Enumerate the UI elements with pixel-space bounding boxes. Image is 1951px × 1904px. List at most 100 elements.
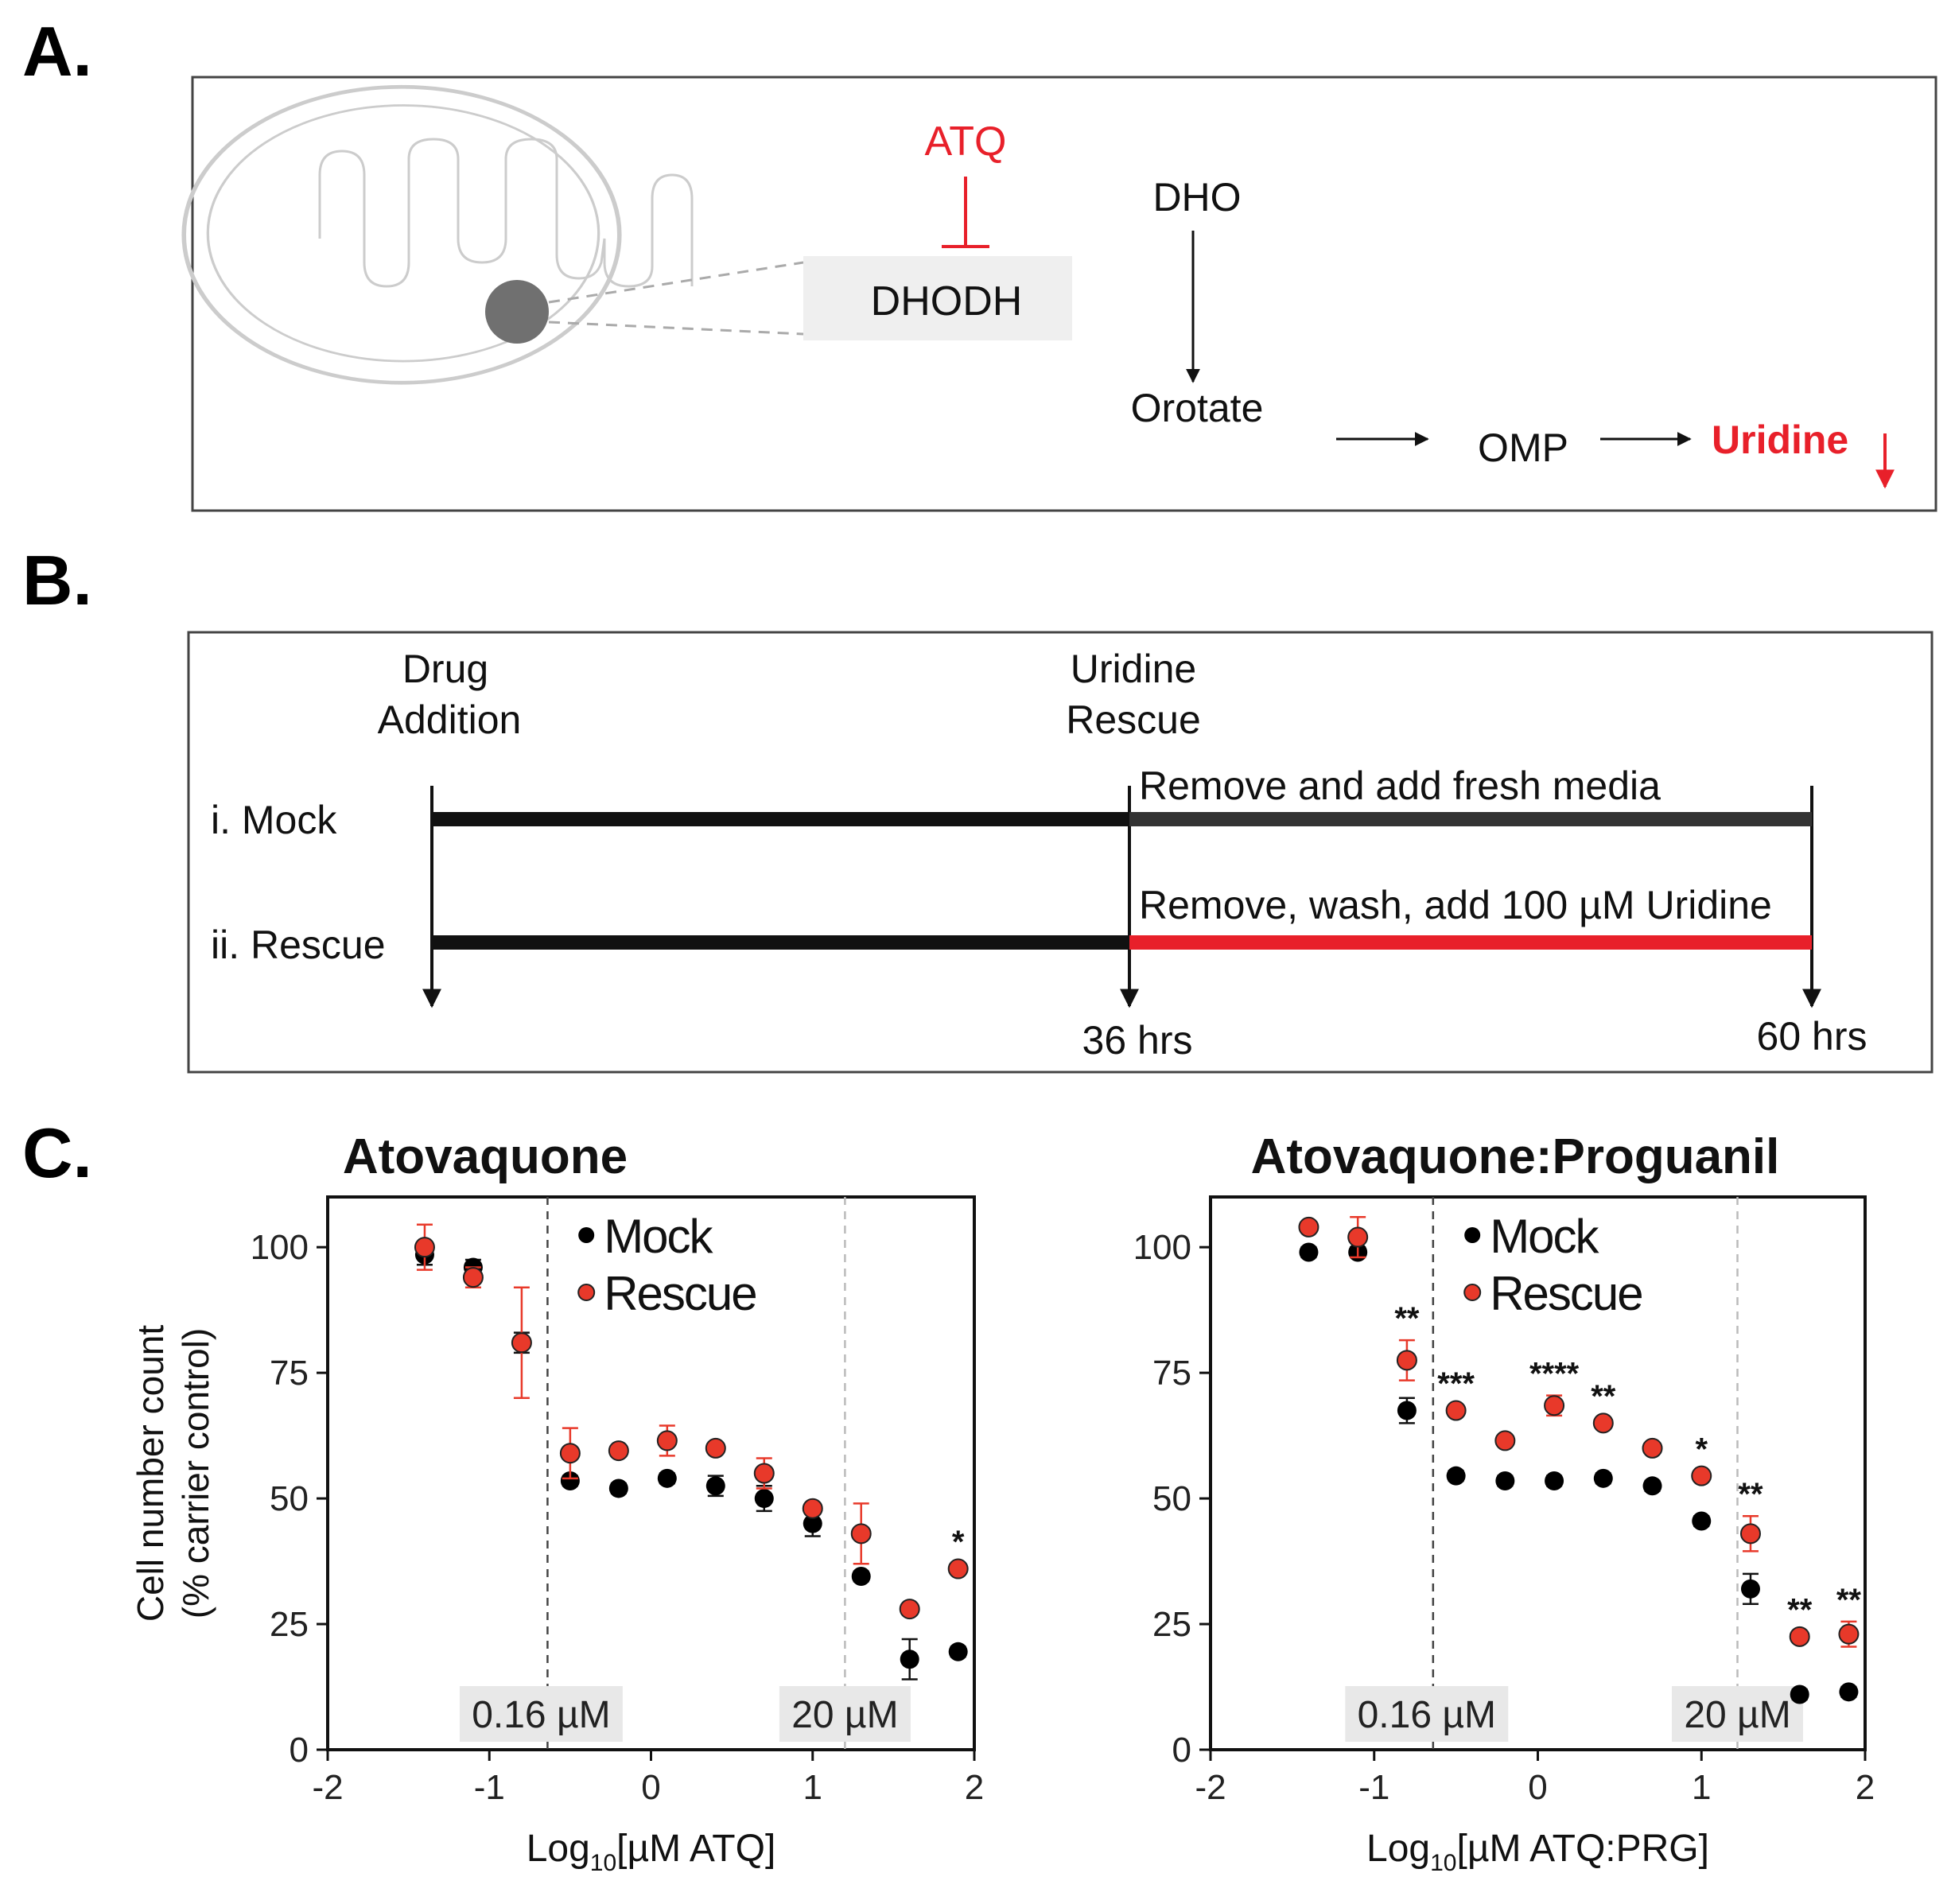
mitochondrion-icon <box>181 84 804 385</box>
rescue-point <box>753 1463 775 1484</box>
mock-point <box>1593 1468 1613 1488</box>
mock-point <box>1495 1471 1515 1490</box>
rescue-point <box>1592 1412 1614 1434</box>
x-tick-label: -2 <box>1195 1768 1226 1807</box>
time-60-label: 60 hrs <box>1757 1014 1867 1059</box>
rescue-point <box>1544 1395 1565 1416</box>
mock-point <box>1740 1579 1760 1599</box>
atq-label: ATQ <box>924 119 1006 165</box>
x-axis-label-suffix: [µM ATQ] <box>616 1828 775 1870</box>
x-tick-label: -1 <box>474 1768 505 1807</box>
chart-title: Atovaquone:Proguanil <box>1251 1129 1780 1184</box>
x-axis-label-subscript: 10 <box>590 1850 616 1876</box>
rescue-point <box>1691 1465 1712 1486</box>
mock-point <box>1545 1471 1564 1490</box>
mock-row-label: i. Mock <box>211 798 337 842</box>
rescue-point <box>1347 1226 1369 1248</box>
mock-point <box>1692 1511 1712 1531</box>
significance-marker: ** <box>1591 1379 1616 1414</box>
concentration-label: 20 µM <box>1684 1694 1790 1736</box>
rescue-point <box>608 1440 629 1462</box>
y-tick-label: 100 <box>1133 1228 1191 1267</box>
dhodh-box <box>803 256 1072 340</box>
mock-point <box>705 1476 725 1496</box>
panel-a: DHODH ATQ DHO Orotate OMP Uridine <box>181 76 1937 512</box>
rescue-point <box>1642 1437 1663 1459</box>
chart-atovaquone-proguanil: Atovaquone:Proguanil 0.16 µM 20 µM -2 -1 0 1 2 0… <box>1133 1129 1875 1876</box>
dho-label: DHO <box>1152 175 1241 220</box>
y-tick-label: 25 <box>270 1605 309 1644</box>
cristae <box>318 138 694 288</box>
dhodh-location-dot <box>485 280 549 344</box>
mock-point <box>900 1649 919 1669</box>
mock-point <box>608 1479 628 1498</box>
dhodh-label: DHODH <box>871 278 1023 324</box>
uridine-rescue-line1: Uridine <box>1071 647 1196 691</box>
legend-mock-label: Mock <box>1490 1210 1599 1263</box>
x-axis-label-subscript: 10 <box>1430 1850 1456 1876</box>
mock-point <box>657 1468 677 1488</box>
panel-b: Drug Addition Uridine Rescue i. Mock ii.… <box>187 631 1934 1074</box>
mock-point <box>1446 1466 1466 1486</box>
concentration-label: 20 µM <box>791 1694 898 1736</box>
y-tick-label: 75 <box>270 1354 309 1393</box>
mock-point <box>1397 1401 1417 1420</box>
mock-point <box>948 1642 968 1661</box>
drug-addition-line1: Drug <box>402 647 488 691</box>
y-tick-label: 50 <box>270 1479 309 1518</box>
legend-rescue-label: Rescue <box>1490 1267 1642 1320</box>
orotate-label: Orotate <box>1131 386 1264 430</box>
x-tick-label: 0 <box>1528 1768 1547 1807</box>
panel-a-frame <box>191 76 1937 512</box>
rescue-point <box>511 1332 532 1354</box>
concentration-label: 0.16 µM <box>472 1694 610 1736</box>
time-36-label: 36 hrs <box>1082 1018 1193 1063</box>
y-axis-label-line1: Cell number count <box>130 1325 171 1622</box>
panel-b-frame <box>187 631 1934 1074</box>
x-tick-label: -1 <box>1358 1768 1389 1807</box>
rescue-point <box>850 1523 872 1545</box>
concentration-label: 0.16 µM <box>1358 1694 1496 1736</box>
omp-label: OMP <box>1478 425 1568 470</box>
rescue-point <box>899 1599 920 1620</box>
rescue-point <box>802 1498 823 1519</box>
legend-rescue-label: Rescue <box>604 1267 756 1320</box>
x-tick-label: 0 <box>641 1768 660 1807</box>
mock-point <box>1790 1684 1809 1704</box>
mock-point <box>1839 1682 1859 1702</box>
y-tick-label: 25 <box>1152 1605 1191 1644</box>
concentration-label-box <box>1672 1686 1804 1742</box>
x-axis-label-prefix: Log <box>527 1828 590 1870</box>
mock-point <box>803 1513 822 1533</box>
uridine-label: Uridine <box>1712 418 1848 462</box>
significance-marker: *** <box>1437 1366 1475 1401</box>
rescue-point <box>1445 1400 1467 1421</box>
panel-label-a: A. <box>22 12 92 91</box>
legend-mock-marker <box>1464 1227 1481 1243</box>
mock-point <box>560 1471 580 1490</box>
concentration-label-box <box>1345 1686 1509 1742</box>
x-axis-label-prefix: Log <box>1366 1828 1430 1870</box>
y-tick-label: 75 <box>1152 1354 1191 1393</box>
significance-marker: * <box>952 1525 965 1560</box>
y-tick-label: 50 <box>1152 1479 1191 1518</box>
significance-marker: ** <box>1738 1477 1763 1512</box>
rescue-row-label: ii. Rescue <box>211 923 386 967</box>
mock-point <box>1642 1476 1662 1496</box>
x-tick-label: 1 <box>803 1768 822 1807</box>
uridine-rescue-line2: Rescue <box>1066 697 1201 742</box>
rescue-point <box>1494 1430 1516 1451</box>
rescue-point <box>705 1437 726 1459</box>
legend-rescue-marker <box>1463 1284 1482 1301</box>
zoom-line-top <box>548 261 804 304</box>
rescue-point <box>656 1430 678 1451</box>
rescue-point <box>559 1443 581 1464</box>
panel-label-b: B. <box>22 541 92 620</box>
panel-label-c: C. <box>22 1113 92 1192</box>
legend-mock-marker <box>578 1227 595 1243</box>
mock-point <box>754 1489 774 1509</box>
rescue-point <box>1739 1523 1761 1545</box>
x-axis-label-suffix: [µM ATQ:PRG] <box>1457 1828 1709 1870</box>
concentration-label-box <box>459 1686 623 1742</box>
zoom-line-bottom <box>548 321 804 336</box>
